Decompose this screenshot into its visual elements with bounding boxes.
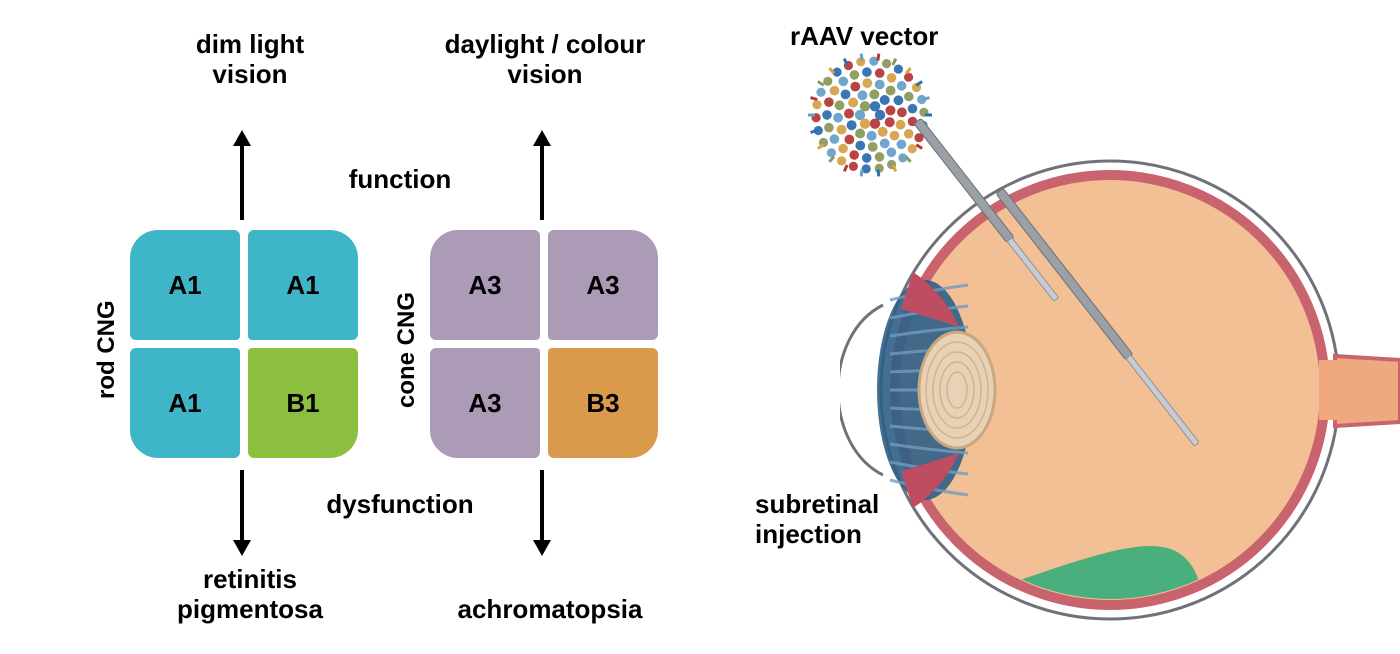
diagram-stage: dim light vision daylight / colour visio… <box>0 0 1400 654</box>
arrow-cone-up-shaft <box>540 146 544 220</box>
subunit-A3: A3 <box>548 230 658 340</box>
arrow-cone-down-shaft <box>540 470 544 540</box>
arrow-rod-up-shaft <box>240 146 244 220</box>
subunit-B1: B1 <box>248 348 358 458</box>
cone-cng-grid: A3A3A3B3 <box>430 230 658 458</box>
vlabel-cone-cng: cone CNG <box>393 275 421 425</box>
label-retinitis-pigmentosa: retinitis pigmentosa <box>135 565 365 625</box>
label-dysfunction: dysfunction <box>280 490 520 520</box>
arrow-rod-down-head <box>233 540 251 556</box>
arrow-cone-down-head <box>533 540 551 556</box>
label-dim-light: dim light vision <box>135 30 365 90</box>
rod-cng-grid: A1A1A1B1 <box>130 230 358 458</box>
subunit-A3: A3 <box>430 348 540 458</box>
subunit-A1: A1 <box>248 230 358 340</box>
subunit-A3: A3 <box>430 230 540 340</box>
subunit-A1: A1 <box>130 348 240 458</box>
subunit-B3: B3 <box>548 348 658 458</box>
label-function: function <box>300 165 500 195</box>
arrow-rod-down-shaft <box>240 470 244 540</box>
subunit-A1: A1 <box>130 230 240 340</box>
label-achromatopsia: achromatopsia <box>420 595 680 625</box>
label-daylight-colour: daylight / colour vision <box>395 30 695 90</box>
arrow-rod-up-head <box>233 130 251 146</box>
arrow-cone-up-head <box>533 130 551 146</box>
eye-diagram <box>840 135 1400 654</box>
vlabel-rod-cng: rod CNG <box>93 280 121 420</box>
